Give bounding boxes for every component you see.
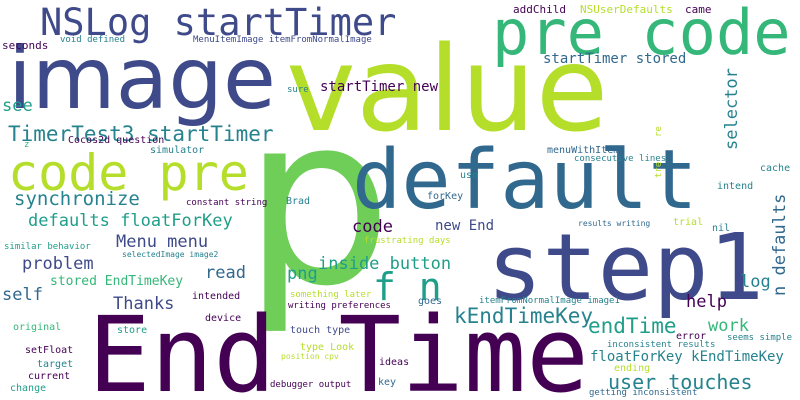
word-png: png — [287, 264, 318, 284]
word-image: image — [8, 29, 276, 129]
word-ideas: ideas — [379, 357, 410, 368]
word-intend: intend — [717, 181, 754, 192]
word-self: self — [2, 285, 43, 305]
word-synchronize: synchronize — [14, 188, 140, 210]
word-floatforkey-kendtimekey: floatForKey kEndTimeKey — [590, 349, 784, 365]
word-see: see — [2, 96, 33, 116]
word-original: original — [13, 322, 62, 333]
word-type-look: type Look — [300, 342, 355, 353]
word-addchild: addChild — [513, 3, 566, 16]
word-f-n: f n — [373, 265, 442, 309]
word-nsuserdefaults: NSUserDefaults — [580, 3, 673, 16]
word-constant-string: constant string — [186, 198, 268, 208]
word-something-later: something later — [290, 290, 372, 300]
word-goes: goes — [418, 296, 443, 307]
word-re: re — [654, 126, 664, 137]
word-simulator: simulator — [150, 145, 205, 156]
word-menuwithitems: menuWithItems — [547, 145, 626, 156]
word-kendtimekey: kEndTimeKey — [454, 304, 594, 328]
word-error: error — [676, 331, 707, 342]
word-p: p — [243, 65, 393, 338]
word-default: default — [352, 133, 698, 228]
word-nslog-starttimer: NSLog startTimer — [40, 1, 397, 44]
word-ending: ending — [614, 363, 651, 374]
word-new-end: new End — [435, 218, 495, 234]
word-getting-inconsistent: getting inconsistent — [589, 388, 698, 398]
word-cache: cache — [760, 163, 791, 174]
word-seconds: seconds — [2, 39, 49, 52]
word-key: key — [378, 377, 397, 388]
word-results-writing: results writing — [578, 219, 651, 228]
word-frustrating-days: frustrating days — [364, 236, 451, 246]
word-menuitemimage-itemfromnormalimage: MenuItemImage itemFromNormalImage — [193, 35, 372, 45]
word-endtime: endTime — [588, 314, 677, 338]
word-starttimer-stored: startTimer stored — [543, 51, 687, 67]
word-defaults-floatforkey: defaults floatForKey — [28, 211, 233, 231]
word-intended: intended — [192, 291, 241, 302]
word-n-defaults: n defaults — [770, 193, 790, 296]
word-inconsistent-results: inconsistent results — [607, 340, 716, 350]
word-brad: Brad — [286, 196, 311, 207]
word-pre-code: pre code — [492, 0, 791, 69]
word-touch-type: touch type — [290, 325, 351, 336]
word-inside-button: inside button — [318, 254, 452, 274]
word-device: device — [205, 313, 242, 324]
word-similar-behavior: similar behavior — [4, 242, 91, 252]
word-problem: problem — [22, 254, 94, 274]
word-position-cpv: position cpv — [281, 352, 339, 361]
word-thanks: Thanks — [113, 294, 175, 314]
word-cocos2d-question: Cocos2d question — [68, 135, 165, 146]
word-seems-simple: seems simple — [727, 333, 793, 343]
word-store: store — [117, 325, 148, 336]
word-itemfromnormalimage-image1: itemFromNormalImage image1 — [479, 296, 620, 306]
word-nil: nil — [712, 223, 731, 234]
word-user-touches: user touches — [608, 370, 753, 394]
word-selector: selector — [722, 68, 742, 150]
word-use: use — [460, 170, 479, 181]
word-debugger-output: debugger output — [270, 380, 352, 390]
word-current: current — [28, 371, 71, 382]
word-timertest3-starttimer: TimerTest3 startTimer — [8, 122, 274, 146]
word-void-defined: void defined — [60, 35, 126, 45]
word-code: code — [352, 217, 393, 237]
word-came: came — [685, 3, 712, 16]
word-z: z — [24, 140, 30, 150]
word-work: work — [708, 316, 749, 336]
word-trial: trial — [673, 217, 704, 228]
word-setfloat: setFloat — [25, 345, 74, 356]
word-writing-preferences: writing preferences — [288, 301, 391, 311]
word-log: log — [740, 272, 771, 292]
word-tre: tre — [654, 161, 664, 178]
word-menu-menu: Menu menu — [116, 232, 209, 252]
word-forkey: forKey — [427, 191, 464, 202]
word-consecutive-lines: consecutive lines — [574, 154, 667, 164]
word-code-pre: code pre — [8, 144, 249, 202]
word-change: change — [10, 383, 47, 394]
word-starttimer-new: startTimer new — [320, 79, 439, 95]
word-value: value — [286, 20, 609, 158]
word-selectedimage-image2: selectedImage image2 — [122, 250, 219, 259]
word-step1: step1 — [487, 214, 764, 321]
word-end-time: End Time — [88, 294, 589, 400]
word-read: read — [205, 263, 246, 283]
word-help: help — [686, 292, 727, 312]
word-sure: sure — [287, 85, 309, 95]
word-stored-endtimekey: stored EndTimeKey — [50, 274, 184, 289]
word-target: target — [37, 359, 74, 370]
